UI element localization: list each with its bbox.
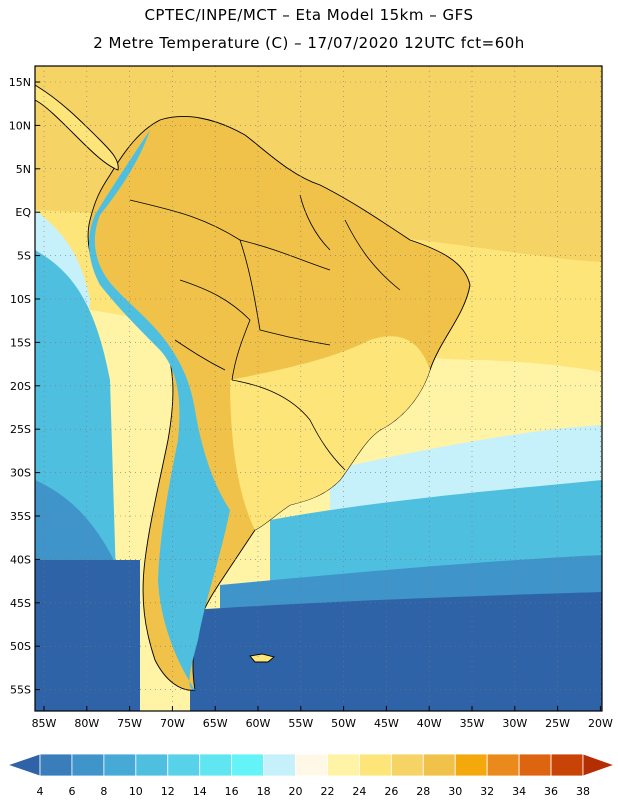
colorbar-label: 16: [225, 785, 239, 798]
colorbar-segment: [422, 753, 456, 777]
longitude-tick-label: 25W: [545, 717, 570, 730]
colorbar-label: 20: [289, 785, 303, 798]
map-field: [35, 66, 602, 711]
latitude-tick-label: 30S: [10, 467, 31, 480]
longitude-tick-label: 70W: [160, 717, 185, 730]
longitude-tick-label: 45W: [374, 717, 399, 730]
colorbar-label: 28: [416, 785, 430, 798]
colorbar-label: 22: [320, 785, 334, 798]
latitude-tick-label: 15S: [10, 336, 31, 349]
colorbar-label: 8: [100, 785, 107, 798]
southern-cone-land: [230, 336, 430, 530]
latitude-tick-label: 15N: [9, 76, 31, 89]
colorbar-right-arrow: [582, 753, 616, 777]
colorbar-segment: [135, 753, 169, 777]
longitude-tick-label: 60W: [246, 717, 271, 730]
latitude-tick-label: 20S: [10, 380, 31, 393]
latitude-tick-label: 50S: [10, 640, 31, 653]
latitude-tick-label: 5N: [16, 163, 31, 176]
falkland-islands: [249, 653, 275, 663]
map-title-line2: 2 Metre Temperature (C) – 17/07/2020 12U…: [93, 34, 525, 52]
colorbar-segment: [454, 753, 488, 777]
colorbar-segment: [167, 753, 201, 777]
andes-cold-strip: [88, 130, 230, 690]
longitude-tick-label: 65W: [203, 717, 228, 730]
latitude-tick-label: 25S: [10, 423, 31, 436]
longitude-tick-label: 30W: [502, 717, 527, 730]
colorbar-segment: [295, 753, 328, 777]
colorbar-label: 14: [193, 785, 207, 798]
ocean-cold3-band: [35, 560, 602, 711]
colorbar-label: 18: [257, 785, 271, 798]
colorbar-segment: [39, 753, 73, 777]
colorbar-label: 26: [384, 785, 398, 798]
colorbar-label: 36: [544, 785, 558, 798]
latitude-tick-label: 55S: [10, 684, 31, 697]
latitude-tick-label: 40S: [10, 553, 31, 566]
latitude-tick-label: 35S: [10, 510, 31, 523]
map-frame: [34, 65, 603, 712]
colorbar-segment: [263, 753, 296, 777]
colorbar-segment: [231, 753, 264, 777]
colorbar-segment: [327, 753, 360, 777]
colorbar-segment: [199, 753, 233, 777]
longitude-tick-label: 75W: [117, 717, 142, 730]
colorbar-label: 24: [352, 785, 366, 798]
longitude-tick-label: 35W: [460, 717, 485, 730]
colorbar-segment: [518, 753, 552, 777]
longitude-axis: 85W 80W 75W 70W 65W 60W 55W 50W 45W 40W 35W 30W 25W 2…: [32, 706, 613, 730]
colorbar-label: 30: [448, 785, 462, 798]
longitude-tick-label: 50W: [331, 717, 356, 730]
colorbar-segment: [359, 753, 392, 777]
longitude-tick-label: 85W: [32, 717, 57, 730]
latitude-tick-label: 45S: [10, 597, 31, 610]
colorbar-segment: [71, 753, 105, 777]
colorbar-label: 34: [512, 785, 526, 798]
colorbar-segment: [486, 753, 520, 777]
colorbar-label: 32: [480, 785, 494, 798]
colorbar-label: 12: [161, 785, 175, 798]
central-america-land: [35, 84, 119, 171]
longitude-tick-label: 55W: [288, 717, 313, 730]
latitude-tick-label: 10S: [10, 293, 31, 306]
longitude-tick-label: 40W: [417, 717, 442, 730]
colorbar-label: 38: [576, 785, 590, 798]
longitude-tick-label: 80W: [74, 717, 99, 730]
map-title-line1: CPTEC/INPE/MCT – Eta Model 15km – GFS: [144, 6, 474, 24]
latitude-axis: 15N 10N 5N EQ 5S 10S 15S 20S 25S 30S 35S 40S 45S 50S 5…: [9, 76, 40, 697]
latitude-tick-label: 5S: [17, 250, 31, 263]
colorbar-segment: [390, 753, 424, 777]
colorbar-segment: [103, 753, 137, 777]
latitude-tick-label: 10N: [9, 119, 31, 132]
temperature-colorbar: 4 6 8 10 12 14 16 18 20 22 24 26 28 30 32 34 36 38: [6, 753, 616, 798]
longitude-tick-label: 20W: [588, 717, 613, 730]
latitude-tick-label: EQ: [15, 206, 31, 219]
colorbar-label: 6: [68, 785, 75, 798]
colorbar-label: 10: [129, 785, 143, 798]
colorbar-segment: [550, 753, 584, 777]
country-borders: [129, 194, 401, 471]
colorbar-label: 4: [37, 785, 44, 798]
colorbar-left-arrow: [6, 753, 41, 777]
